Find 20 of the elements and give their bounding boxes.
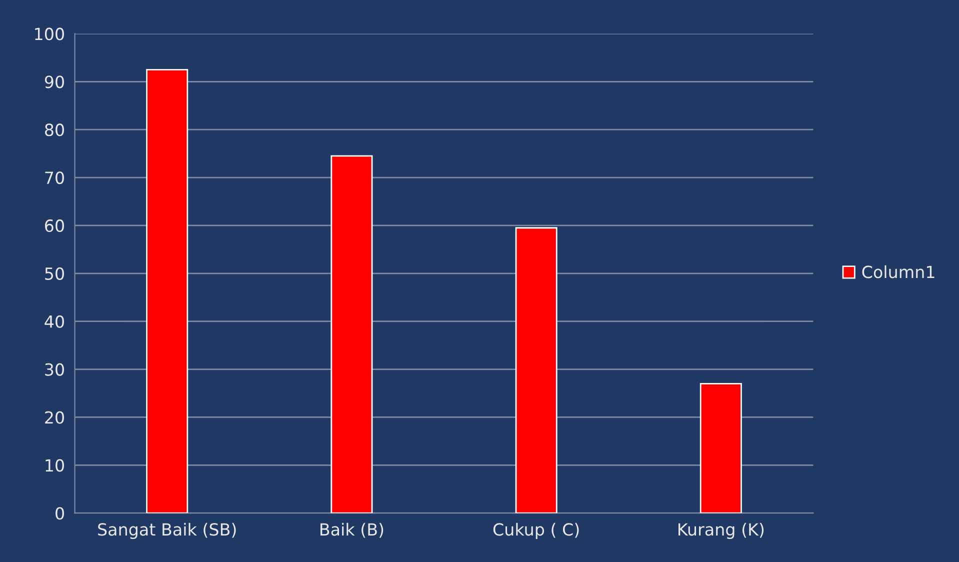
bar — [146, 68, 188, 514]
y-tick-label: 30 — [45, 363, 64, 376]
y-tick-label: 70 — [45, 172, 64, 184]
y-tick-label: 40 — [44, 315, 64, 328]
legend-label: Column1 — [862, 265, 934, 278]
y-tick-label: 50 — [45, 267, 64, 280]
y-tick-label: 0 — [56, 507, 64, 520]
y-tick-label: 10 — [46, 459, 64, 472]
x-tick-label: Baik (B) — [320, 522, 384, 538]
x-tick-label: Kurang (K) — [678, 522, 764, 539]
y-tick-label: 100 — [35, 28, 64, 40]
y-tick-label: 20 — [45, 411, 64, 424]
bar — [515, 227, 558, 514]
x-tick-label: Sangat Baik (SB) — [98, 522, 236, 539]
y-tick-label: 80 — [45, 124, 64, 136]
y-tick-label: 60 — [45, 219, 64, 232]
bar — [700, 382, 742, 514]
y-tick-label: 90 — [44, 76, 64, 88]
x-tick-label: Cukup ( C) — [493, 522, 579, 539]
bar — [330, 155, 373, 514]
